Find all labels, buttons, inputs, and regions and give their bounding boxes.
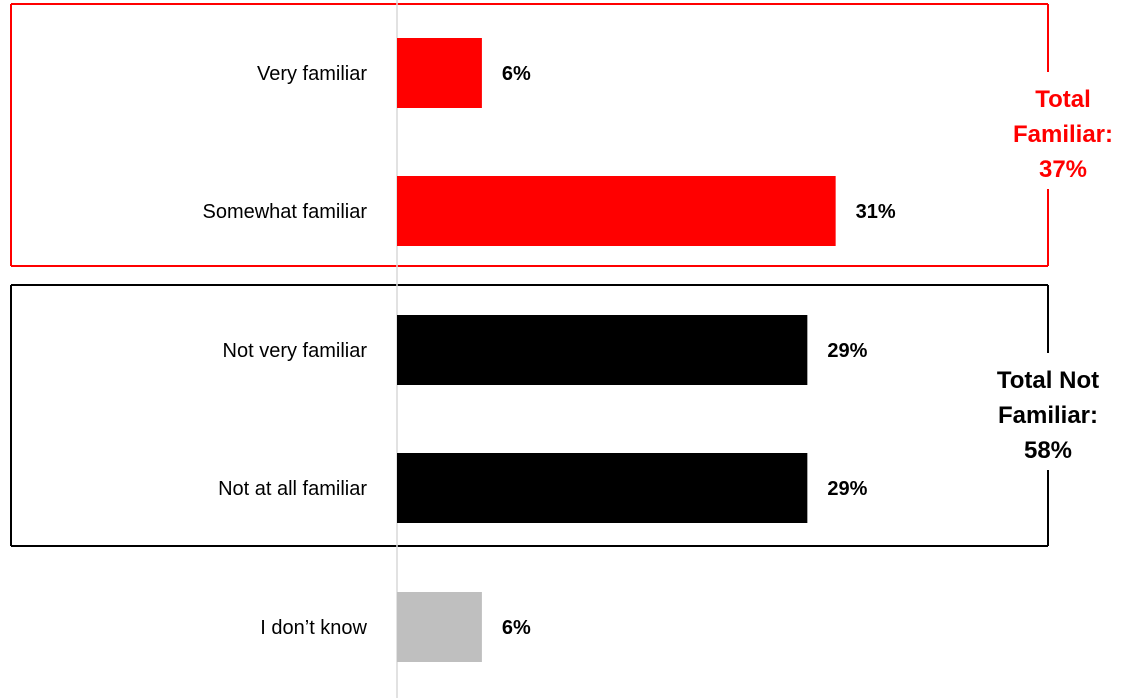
group-2-total-label: Total Not Familiar: 58% <box>997 367 1099 464</box>
value-label-not-very-familiar: 29% <box>827 340 867 362</box>
group-2-total-label-line-1: Total Not <box>997 367 1099 394</box>
category-label-not-very-familiar: Not very familiar <box>223 340 368 362</box>
group-1-total-label-line-2: Familiar: <box>1013 121 1113 148</box>
group-boxes-layer <box>10 3 1049 547</box>
bar-somewhat-familiar <box>397 176 836 246</box>
category-label-i-don-t-know: I don’t know <box>260 617 367 639</box>
group-2-total-label-line-2: Familiar: <box>998 402 1098 429</box>
value-label-very-familiar: 6% <box>502 63 531 85</box>
bar-very-familiar <box>397 38 482 108</box>
group-1-total-label-line-3: 37% <box>1039 156 1087 183</box>
labels-layer: Very familiar 6% Somewhat familiar 31% Not v… <box>202 63 1113 639</box>
group-1-total-label: Total Familiar: 37% <box>1013 86 1113 183</box>
group-2-total-label-line-3: 58% <box>1024 437 1072 464</box>
group-1-total-label-line-1: Total <box>1035 86 1091 113</box>
bar-not-very-familiar <box>397 315 808 385</box>
value-label-not-at-all-familiar: 29% <box>827 478 867 500</box>
value-label-somewhat-familiar: 31% <box>856 201 896 223</box>
category-label-somewhat-familiar: Somewhat familiar <box>202 201 367 223</box>
value-label-i-don-t-know: 6% <box>502 617 531 639</box>
bars-layer <box>397 38 836 662</box>
bar-not-at-all-familiar <box>397 453 808 523</box>
category-label-not-at-all-familiar: Not at all familiar <box>218 478 367 500</box>
category-label-very-familiar: Very familiar <box>257 63 367 85</box>
bar-i-don-t-know <box>397 592 482 662</box>
